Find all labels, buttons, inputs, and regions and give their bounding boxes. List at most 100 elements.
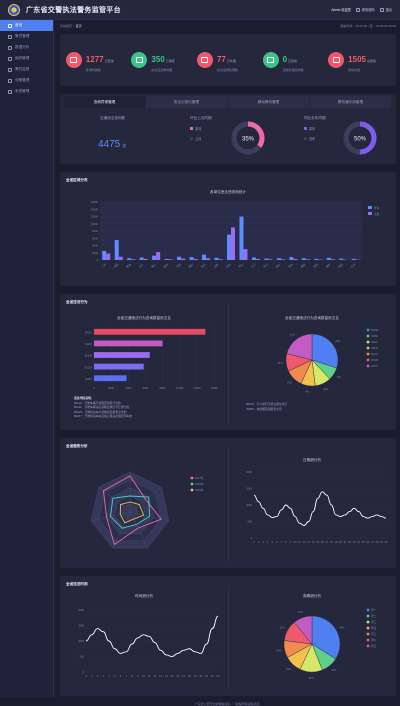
chart-title: 各单位违法违查询统计 (60, 190, 396, 195)
pie-label: 10% (331, 668, 337, 672)
x-tick-label: 22 (211, 674, 214, 678)
x-tick-label: 19 (194, 674, 197, 678)
x-tick-label: 21 (205, 674, 208, 678)
stat-card[interactable]: 77已处理执法违规处理数 (197, 49, 259, 72)
violation-pie-chart: 30%8%10%9%11%11%21%600167005060110602116… (228, 322, 396, 402)
x-tick-label: 14000 (210, 386, 218, 390)
tab-query-anomaly[interactable]: 查询异常管理 (64, 96, 145, 108)
ring2-title: 同比去年同期 (304, 116, 326, 121)
legend-label: 60106 (371, 358, 379, 362)
x-tick-label: 9 (290, 540, 292, 544)
sidebar-item-analysis[interactable]: 数据分析 (0, 42, 53, 53)
sidebar-item-officers[interactable]: 警员管理 (0, 31, 53, 42)
bar (231, 227, 235, 260)
legend-swatch (367, 359, 370, 362)
x-tick-label: 9 (137, 674, 139, 678)
x-tick-label: 13 (159, 674, 162, 678)
breadcrumb-current: 首页 (76, 24, 82, 28)
police-badge-logo (8, 4, 20, 16)
x-tick-label: 0 (85, 674, 87, 678)
monitor-icon (8, 68, 12, 72)
y-tick-label: 60106 (85, 354, 93, 358)
trend-line (86, 616, 218, 656)
x-tick-label: 12 (153, 674, 156, 678)
bar (165, 259, 169, 260)
region-bar-chart: 1600014000120001000080006000400020000广州深… (60, 196, 396, 284)
y-tick-label: 2000 (78, 608, 84, 612)
change-password-button[interactable]: 修改密码 (356, 7, 375, 12)
pie-title: 全省交通违法行为查询数量前五名 (228, 316, 396, 321)
bar (140, 257, 144, 260)
pie-label: 8% (337, 375, 341, 379)
tab-handheld[interactable]: 警务通手持管理 (310, 96, 391, 108)
tab-mobile[interactable]: 移动警务管理 (228, 96, 309, 108)
stat-card[interactable]: 350已审核执法违法审核数 (131, 49, 193, 72)
tab-recorder[interactable]: 执法记录仪管理 (146, 96, 227, 108)
bar (156, 252, 160, 260)
legend-label: 周六 (371, 638, 377, 642)
sidebar-item-system[interactable]: 系统管理 (0, 86, 53, 97)
stat-card[interactable]: 1505总警情警情总数 (328, 49, 390, 72)
x-tick-label: 16 (176, 674, 179, 678)
legend-item: 本年 (304, 126, 326, 131)
bar (190, 257, 194, 260)
sidebar-item-monitor[interactable]: 警员监督 (0, 64, 53, 75)
x-tick-label: 12000 (193, 386, 201, 390)
x-tick-label: 潮州 (325, 262, 332, 268)
x-tick-label: 8 (131, 674, 133, 678)
x-tick-label: 梅州 (188, 262, 195, 268)
x-tick-label: 阳江 (262, 262, 269, 268)
legend-swatch (367, 645, 370, 648)
logout-button[interactable]: 退出 (380, 7, 392, 12)
y-tick-label: 60110 (85, 331, 93, 335)
bar (215, 258, 219, 260)
document-icon (263, 52, 279, 68)
sidebar-item-org[interactable]: 组织管理 (0, 53, 53, 64)
section-title: 全省违法时间 (66, 582, 88, 587)
x-tick-label: 4 (108, 674, 110, 678)
x-tick-label: 14 (165, 674, 168, 678)
x-tick-label: 肇庆 (300, 262, 307, 268)
x-tick-label: 11 (148, 674, 151, 678)
bar (264, 259, 268, 260)
ring1-block: 环比上月同期 本月 上月 (190, 116, 212, 141)
bar (306, 259, 310, 260)
ring1-value: 35% (242, 137, 255, 143)
x-tick-label: 3 (102, 674, 104, 678)
date-range[interactable]: 起始时间：24-09-05 | 至：24-09-05 23:59 (340, 24, 396, 28)
x-tick-label: 东莞 (225, 262, 232, 268)
bar (102, 251, 106, 260)
bar (327, 258, 331, 260)
x-tick-label: 汕头 (138, 262, 145, 268)
x-tick-label: 0 (93, 386, 95, 390)
sidebar-item-devices[interactable]: 设备管理 (0, 75, 53, 86)
bar (314, 259, 318, 260)
x-tick-label: 6000 (143, 386, 149, 390)
breadcrumb-home[interactable]: 系统首页 / (60, 24, 74, 28)
legend-label: 周一 (371, 608, 377, 612)
x-tick-label: 江门 (250, 262, 257, 268)
x-tick-label: 韶关 (163, 262, 170, 268)
y-tick-label: 500 (248, 520, 253, 524)
x-tick-label: 26 (366, 540, 369, 544)
sidebar-item-home[interactable]: 首页 (0, 20, 53, 31)
x-tick-label: 19 (334, 540, 337, 544)
bar (289, 257, 293, 260)
x-tick-label: 28 (375, 540, 378, 544)
pie-label: 34% (339, 626, 345, 630)
pie-label: 13% (308, 676, 314, 680)
bar (227, 235, 231, 260)
x-tick-label: 中山 (238, 262, 245, 268)
stat-card[interactable]: 0已完成违规处理完成数 (263, 49, 325, 72)
x-tick-label: 23 (217, 674, 220, 678)
stat-card[interactable]: 1277已查询查询明细数 (66, 49, 128, 72)
x-tick-label: 11 (298, 540, 301, 544)
x-tick-label: 15 (171, 674, 174, 678)
x-tick-label: 10 (294, 540, 297, 544)
x-tick-label: 2 (258, 540, 260, 544)
chart-title: 时间趋分析 (60, 594, 228, 599)
x-tick-label: 6 (276, 540, 278, 544)
